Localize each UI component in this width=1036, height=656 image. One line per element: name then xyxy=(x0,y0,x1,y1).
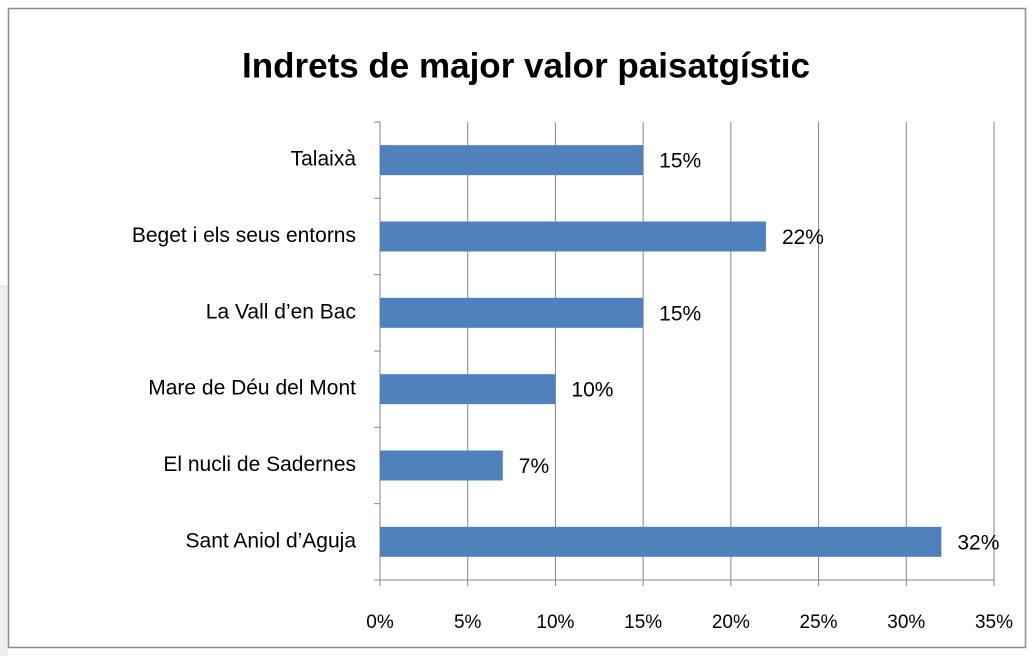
data-label: 32% xyxy=(957,531,999,554)
x-tick-label: 0% xyxy=(366,612,394,633)
bar xyxy=(380,450,503,481)
bar xyxy=(380,145,644,176)
y-tick-label: Beget i els seus entorns xyxy=(132,224,356,247)
x-tick-label: 10% xyxy=(536,612,574,633)
data-label: 15% xyxy=(659,150,701,173)
data-label: 22% xyxy=(782,226,824,249)
data-label: 10% xyxy=(571,379,613,402)
data-label: 7% xyxy=(519,455,549,478)
y-tick-label: La Vall d’en Bac xyxy=(206,300,356,323)
x-tick-label: 5% xyxy=(454,612,482,633)
data-label: 15% xyxy=(659,302,701,325)
side-strip xyxy=(0,285,8,656)
y-tick-label: Mare de Déu del Mont xyxy=(148,377,356,400)
bar xyxy=(380,297,644,328)
x-tick-label: 20% xyxy=(712,612,750,633)
x-tick-label: 25% xyxy=(800,612,838,633)
bar xyxy=(380,221,766,252)
bar xyxy=(380,374,556,405)
y-tick-label: El nucli de Sadernes xyxy=(163,453,356,476)
x-tick-label: 35% xyxy=(975,612,1013,633)
chart-title: Indrets de major valor paisatgístic xyxy=(242,46,810,85)
x-tick-label: 30% xyxy=(887,612,925,633)
bar xyxy=(380,526,942,557)
y-tick-label: Sant Aniol d’Aguja xyxy=(186,529,357,552)
x-tick-label: 15% xyxy=(624,612,662,633)
y-tick-label: Talaixà xyxy=(291,148,357,171)
